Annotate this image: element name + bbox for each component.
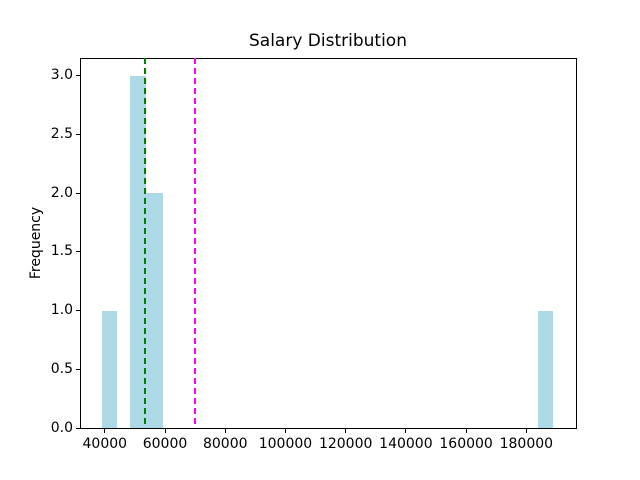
y-tick-label: 0.5 (50, 360, 73, 377)
y-tick (76, 368, 80, 370)
x-tick (465, 429, 467, 433)
histogram-bar (145, 193, 163, 428)
x-tick-label: 80000 (202, 436, 248, 452)
x-tick-label: 40000 (82, 436, 128, 452)
y-tick (76, 251, 80, 253)
x-tick-label: 60000 (142, 436, 188, 452)
y-tick-label: 2.5 (50, 125, 73, 142)
x-tick (284, 429, 286, 433)
plot-area (80, 58, 577, 429)
x-tick-label: 120000 (318, 436, 373, 452)
x-tick-label: 100000 (258, 436, 313, 452)
x-tick (345, 429, 347, 433)
y-tick (76, 427, 80, 429)
x-tick-label: 180000 (499, 436, 554, 452)
x-tick (104, 429, 106, 433)
y-tick-label: 0.0 (50, 419, 73, 436)
green-dashed-vline (143, 58, 146, 428)
x-tick (525, 429, 527, 433)
histogram-bar (130, 75, 146, 428)
magenta-dashed-vline (194, 58, 197, 428)
x-tick (405, 429, 407, 433)
y-tick-label: 1.5 (50, 243, 73, 260)
y-tick (76, 192, 80, 194)
histogram-bar (101, 310, 117, 428)
y-tick-label: 3.0 (50, 67, 73, 84)
histogram-bar (538, 310, 553, 428)
y-tick (76, 75, 80, 77)
x-tick-label: 140000 (379, 436, 433, 452)
x-tick (164, 429, 166, 433)
x-tick-label: 160000 (439, 436, 493, 452)
y-tick (76, 310, 80, 312)
x-tick (224, 429, 226, 433)
y-tick (76, 133, 80, 135)
chart-title: Salary Distribution (249, 31, 407, 51)
y-tick-label: 1.0 (50, 302, 73, 319)
y-tick-label: 2.0 (50, 184, 73, 201)
